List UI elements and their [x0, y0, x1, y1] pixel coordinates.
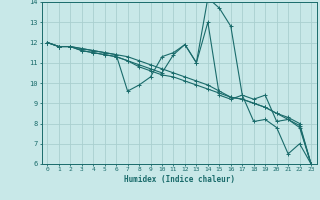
X-axis label: Humidex (Indice chaleur): Humidex (Indice chaleur) — [124, 175, 235, 184]
